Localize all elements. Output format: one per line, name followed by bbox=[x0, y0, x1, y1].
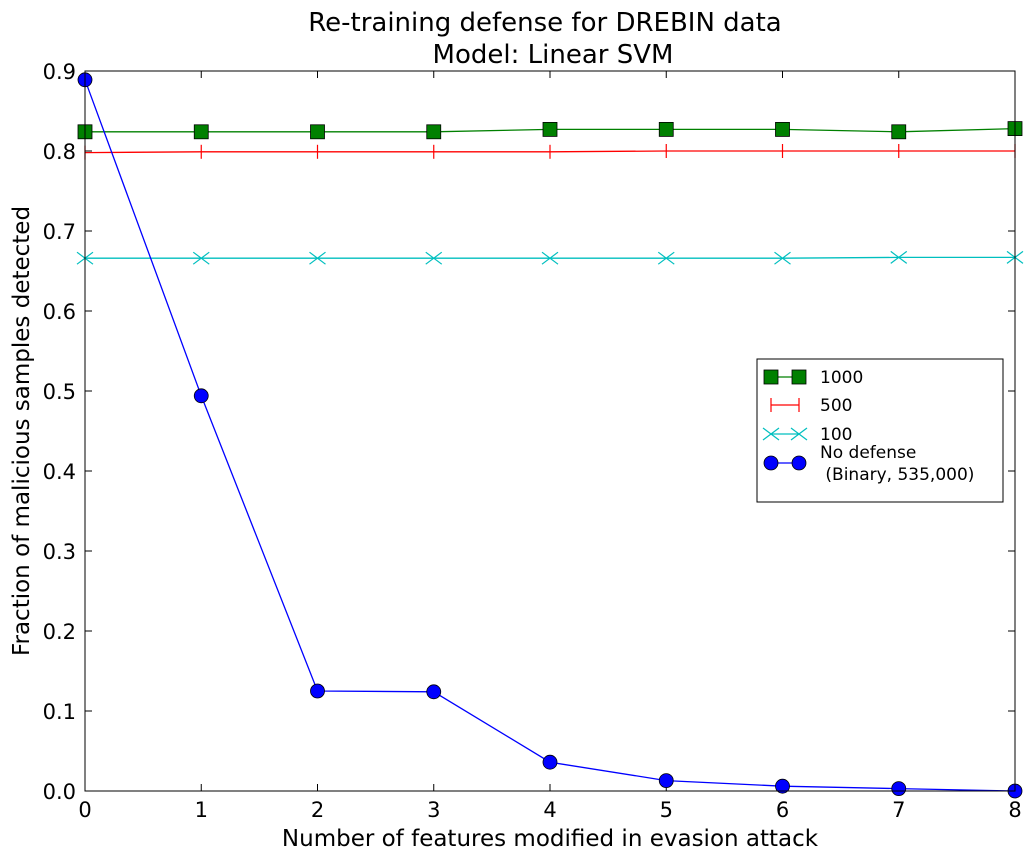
legend-label: 1000 bbox=[820, 368, 863, 388]
legend-swatch-marker bbox=[762, 427, 780, 441]
data-point bbox=[657, 251, 675, 265]
data-point bbox=[542, 122, 558, 137]
legend-swatch-marker bbox=[763, 455, 779, 471]
x-axis-label: Number of features modified in evasion a… bbox=[282, 826, 819, 852]
y-tick-label: 0.2 bbox=[43, 620, 76, 644]
y-tick-label: 0.5 bbox=[43, 380, 76, 404]
data-point bbox=[541, 251, 559, 265]
x-tick-label: 2 bbox=[311, 798, 324, 822]
data-point bbox=[310, 683, 325, 699]
data-point bbox=[310, 124, 325, 140]
data-point bbox=[309, 251, 326, 265]
data-point bbox=[192, 251, 210, 265]
chart-subtitle: Model: Linear SVM bbox=[433, 40, 674, 70]
data-point bbox=[658, 773, 674, 788]
x-tick-label: 1 bbox=[195, 798, 208, 822]
legend-swatch-marker bbox=[763, 369, 779, 385]
data-point bbox=[891, 781, 907, 796]
y-tick-label: 0.8 bbox=[43, 140, 76, 164]
x-tick-label: 7 bbox=[892, 798, 905, 822]
y-tick-label: 0.1 bbox=[43, 700, 76, 724]
legend-swatch-marker bbox=[791, 369, 807, 385]
x-tick-label: 8 bbox=[1008, 798, 1021, 822]
y-axis-label: Fraction of malicious samples detected bbox=[9, 206, 35, 656]
x-tick-label: 4 bbox=[543, 798, 556, 822]
data-point bbox=[193, 388, 209, 404]
series-2 bbox=[76, 250, 1024, 265]
x-tick-label: 6 bbox=[776, 798, 789, 822]
legend-swatch-marker bbox=[790, 427, 808, 441]
data-point bbox=[775, 778, 790, 794]
data-point bbox=[891, 124, 907, 140]
series-3 bbox=[77, 72, 1023, 799]
x-tick-label: 3 bbox=[427, 798, 440, 822]
legend-item: 1000 bbox=[763, 368, 863, 388]
legend-item: 500 bbox=[770, 396, 852, 416]
data-point bbox=[775, 122, 790, 137]
data-point bbox=[426, 684, 442, 700]
legend-label: 100 bbox=[820, 425, 852, 445]
legend-label: No defense bbox=[820, 443, 916, 463]
y-tick-label: 0.9 bbox=[43, 60, 76, 84]
data-point bbox=[193, 124, 209, 140]
legend-label: 500 bbox=[820, 396, 852, 416]
y-tick-label: 0.4 bbox=[43, 460, 76, 484]
x-tick-label: 0 bbox=[78, 798, 91, 822]
y-tick-label: 0.7 bbox=[43, 220, 76, 244]
series-0 bbox=[77, 121, 1023, 140]
legend-swatch-marker bbox=[791, 455, 807, 471]
y-tick-label: 0.0 bbox=[43, 780, 76, 804]
legend-label: (Binary, 535,000) bbox=[820, 465, 974, 485]
chart-title: Re-training defense for DREBIN data bbox=[308, 8, 782, 38]
x-tick-label: 5 bbox=[660, 798, 673, 822]
plot-frame bbox=[84, 70, 1016, 792]
data-point bbox=[890, 250, 908, 264]
legend-item: No defense (Binary, 535,000) bbox=[763, 443, 974, 485]
data-point bbox=[774, 251, 791, 265]
data-point bbox=[426, 124, 442, 140]
y-tick-label: 0.3 bbox=[43, 540, 76, 564]
ticks-layer: 0 1 2 3 4 5 6 7 8 0.0 0.1 0.2 0.3 0.4 0.5 0.6 0.7 0.8 0.9 bbox=[43, 60, 1022, 822]
data-point bbox=[658, 122, 674, 137]
y-tick-label: 0.6 bbox=[43, 300, 76, 324]
data-point bbox=[542, 754, 558, 770]
legend-item: 100 bbox=[762, 425, 852, 445]
data-point bbox=[425, 251, 443, 265]
